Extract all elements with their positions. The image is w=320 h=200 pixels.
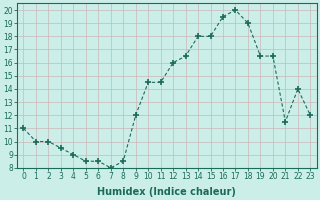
X-axis label: Humidex (Indice chaleur): Humidex (Indice chaleur): [98, 187, 236, 197]
